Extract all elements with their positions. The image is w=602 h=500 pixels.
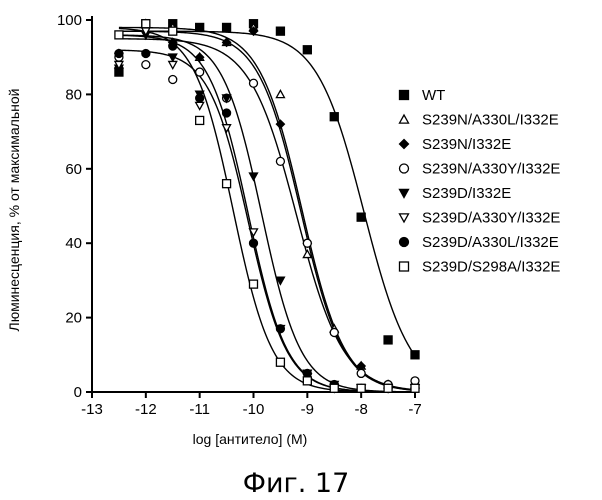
x-tick-label: -11: [189, 401, 210, 418]
data-point: [276, 90, 284, 97]
data-point: [142, 61, 150, 69]
legend-marker: [400, 115, 409, 123]
series-points: [115, 42, 419, 392]
data-point: [196, 94, 204, 102]
fit-curve: [119, 28, 415, 391]
legend-marker: [400, 238, 409, 247]
x-axis-title: log [антитело] (M): [193, 431, 308, 447]
data-point: [196, 116, 204, 124]
data-point: [303, 377, 311, 385]
series-points: [115, 23, 419, 388]
y-tick-label: 0: [74, 384, 82, 401]
x-tick-label: -13: [81, 401, 103, 418]
data-point: [196, 23, 204, 31]
data-point: [357, 213, 365, 221]
legend-label: S239N/A330Y/I332E: [422, 161, 560, 178]
data-point: [169, 76, 177, 84]
data-point: [115, 31, 123, 39]
legend: WT S239N/A330L/I332E S239N/I332E S239N/A330…: [400, 87, 561, 276]
axes: -13 -12 -11 -10 -9 -8 -7 0 20 40 60 80 100: [57, 12, 422, 418]
data-point: [223, 109, 231, 117]
legend-label: WT: [422, 87, 445, 104]
x-tick-label: -12: [135, 401, 157, 418]
data-point: [169, 27, 177, 35]
data-point: [276, 27, 284, 35]
data-point: [169, 61, 177, 68]
series-points: [115, 20, 419, 388]
data-point: [411, 351, 419, 359]
x-tick-label: -8: [354, 401, 367, 418]
data-point: [223, 180, 231, 188]
data-point: [330, 113, 338, 121]
x-tick-label: -7: [408, 401, 421, 418]
legend-marker: [400, 164, 409, 173]
data-point: [276, 325, 284, 333]
data-point: [142, 20, 150, 28]
data-point: [330, 384, 338, 392]
data-point: [223, 23, 231, 31]
y-tick-label: 80: [65, 86, 82, 103]
data-point: [250, 173, 258, 180]
data-point: [357, 384, 365, 392]
data-point: [384, 384, 392, 392]
legend-label: S239D/I332E: [422, 185, 511, 202]
data-point: [250, 280, 258, 288]
y-tick-label: 100: [57, 12, 82, 29]
fit-curve: [119, 31, 415, 355]
legend-marker: [400, 262, 409, 271]
data-point: [303, 46, 311, 54]
x-tick-label: -9: [301, 401, 314, 418]
legend-marker: [400, 189, 409, 197]
legend-marker: [400, 140, 409, 149]
data-point: [276, 358, 284, 366]
fit-curves: [119, 28, 415, 392]
legend-label: S239D/A330L/I332E: [422, 234, 559, 251]
data-point: [115, 49, 123, 57]
data-point: [276, 157, 284, 165]
y-tick-label: 20: [65, 310, 82, 327]
y-axis-title: Люминесценция, % от максимальной: [6, 89, 22, 332]
data-point: [357, 369, 365, 377]
legend-label: S239N/A330L/I332E: [422, 112, 559, 129]
data-point: [250, 79, 258, 87]
data-point: [384, 336, 392, 344]
data-point: [169, 42, 177, 50]
legend-label: S239D/S298A/I332E: [422, 259, 560, 276]
x-tick-label: -10: [243, 401, 265, 418]
legend-label: S239N/I332E: [422, 136, 511, 153]
legend-label: S239D/A330Y/I332E: [422, 210, 560, 227]
figure-caption: Фиг. 17: [243, 468, 350, 499]
fit-curve: [119, 50, 415, 392]
data-point: [303, 239, 311, 247]
data-point: [142, 49, 150, 57]
data-point: [250, 239, 258, 247]
legend-marker: [400, 91, 409, 100]
data-point: [196, 68, 204, 76]
data-point: [330, 328, 338, 336]
data-point: [196, 102, 204, 109]
data-point: [411, 384, 419, 392]
y-tick-label: 60: [65, 161, 82, 178]
series-points: [115, 20, 419, 359]
y-tick-label: 40: [65, 235, 82, 252]
legend-marker: [400, 214, 409, 222]
